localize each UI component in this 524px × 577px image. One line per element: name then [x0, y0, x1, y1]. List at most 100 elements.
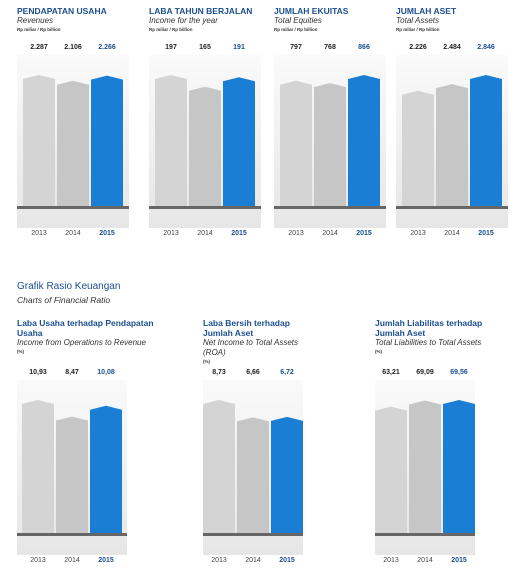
chart-unit: Rp miliar / Rp billion [396, 27, 440, 32]
value-label: 2.846 [477, 44, 495, 51]
x-tick-label: 2013 [410, 230, 426, 237]
value-label: 866 [358, 44, 370, 51]
chart-subtitle: Revenues [17, 16, 54, 25]
bar [23, 75, 55, 206]
bar [409, 400, 441, 533]
panel-strip [17, 206, 129, 209]
chart-subtitle: Total Assets [396, 16, 439, 25]
bar [56, 416, 88, 533]
bar [375, 406, 407, 533]
x-tick-label: 2015 [231, 230, 247, 237]
chart: 2.287 2013 2.106 2014 2.266 2015 [17, 44, 129, 237]
value-label: 69,09 [416, 369, 434, 376]
bar [348, 75, 380, 206]
chart: 2.226 2013 2.484 2014 2.846 2015 [396, 44, 508, 237]
chart-header: PENDAPATAN USAHA Revenues Rp miliar / Rp b… [17, 6, 142, 33]
bar [237, 417, 269, 533]
bar [189, 86, 221, 206]
bar [57, 80, 89, 206]
bar [271, 416, 303, 533]
chart-subtitle: Total Equities [274, 16, 322, 25]
x-tick-label: 2015 [451, 557, 467, 564]
x-tick-label: 2014 [65, 230, 81, 237]
bar [402, 90, 434, 206]
x-tick-label: 2014 [64, 557, 80, 564]
chart-unit: (%) [375, 349, 382, 354]
bar [436, 84, 468, 206]
x-tick-label: 2013 [30, 557, 46, 564]
chart-header: Laba Bersih terhadap Jumlah Aset Net Inco… [203, 318, 313, 365]
value-label: 10,93 [29, 369, 47, 376]
x-tick-label: 2013 [383, 557, 399, 564]
chart-subtitle: Income for the year [149, 16, 218, 25]
bar [155, 75, 187, 206]
bar [443, 400, 475, 533]
chart-header: Laba Usaha terhadap Pendapatan Usaha Inco… [17, 318, 167, 355]
chart: 797 2013 768 2014 866 2015 [274, 44, 386, 237]
chart-subtitle: Income from Operations to Revenue [17, 338, 146, 347]
section-title: Grafik Rasio Keuangan [17, 281, 121, 292]
chart-unit: Rp miliar / Rp billion [274, 27, 318, 32]
x-tick-label: 2015 [99, 230, 115, 237]
chart-title: Jumlah Liabilitas terhadap Jumlah Aset [375, 318, 483, 338]
x-tick-label: 2013 [288, 230, 304, 237]
value-label: 165 [199, 44, 211, 51]
value-label: 2.226 [409, 44, 427, 51]
bar [22, 400, 54, 533]
value-label: 2.106 [64, 44, 82, 51]
panel-strip [203, 533, 303, 536]
chart-unit: (%) [203, 359, 210, 364]
value-label: 2.266 [98, 44, 116, 51]
panel-strip [396, 206, 508, 209]
value-label: 10,08 [97, 369, 115, 376]
bar [280, 80, 312, 206]
panel-strip [17, 533, 127, 536]
chart-title: JUMLAH EKUITAS [274, 6, 349, 16]
chart: 63,21 2013 69,09 2014 69,56 2015 [375, 369, 475, 564]
panel-strip [149, 206, 261, 209]
bar [470, 75, 502, 206]
bar [91, 75, 123, 206]
value-label: 63,21 [382, 369, 400, 376]
panel-strip [274, 206, 386, 209]
value-label: 8,47 [65, 369, 79, 376]
chart-header: LABA TAHUN BERJALAN Income for the year Rp… [149, 6, 274, 33]
chart-title: LABA TAHUN BERJALAN [149, 6, 253, 16]
bar [203, 400, 235, 533]
chart: 10,93 2013 8,47 2014 10,08 2015 [17, 369, 127, 564]
x-tick-label: 2014 [197, 230, 213, 237]
chart-header: Jumlah Liabilitas terhadap Jumlah Aset To… [375, 318, 485, 355]
panel-strip [375, 533, 475, 536]
x-tick-label: 2014 [444, 230, 460, 237]
chart-title: Laba Usaha terhadap Pendapatan Usaha [17, 318, 154, 338]
x-tick-label: 2015 [478, 230, 494, 237]
value-label: 6,66 [246, 369, 260, 376]
chart: 8,73 2013 6,66 2014 6,72 2015 [203, 369, 303, 564]
chart-unit: Rp miliar / Rp billion [149, 27, 193, 32]
x-tick-label: 2014 [245, 557, 261, 564]
x-tick-label: 2015 [279, 557, 295, 564]
chart-subtitle: Total Liabilities to Total Assets [375, 338, 482, 347]
value-label: 6,72 [280, 369, 294, 376]
value-label: 2.484 [443, 44, 461, 51]
x-tick-label: 2013 [211, 557, 227, 564]
x-tick-label: 2014 [417, 557, 433, 564]
bar [314, 83, 346, 206]
x-tick-label: 2015 [356, 230, 372, 237]
chart-title: Laba Bersih terhadap Jumlah Aset [203, 318, 290, 338]
chart-header: JUMLAH EKUITAS Total Equities Rp miliar / … [274, 6, 399, 33]
chart-unit: Rp miliar / Rp billion [17, 27, 61, 32]
chart-subtitle: Net Income to Total Assets (ROA) [203, 338, 299, 357]
value-label: 2.287 [30, 44, 48, 51]
chart: 197 2013 165 2014 191 2015 [149, 44, 261, 237]
value-label: 69,56 [450, 369, 468, 376]
chart-title: JUMLAH ASET [396, 6, 457, 16]
x-tick-label: 2013 [31, 230, 47, 237]
x-tick-label: 2013 [163, 230, 179, 237]
x-tick-label: 2015 [98, 557, 114, 564]
section-subtitle: Charts of Financial Ratio [17, 295, 111, 305]
value-label: 197 [165, 44, 177, 51]
chart-unit: (%) [17, 349, 24, 354]
bar [90, 405, 122, 533]
